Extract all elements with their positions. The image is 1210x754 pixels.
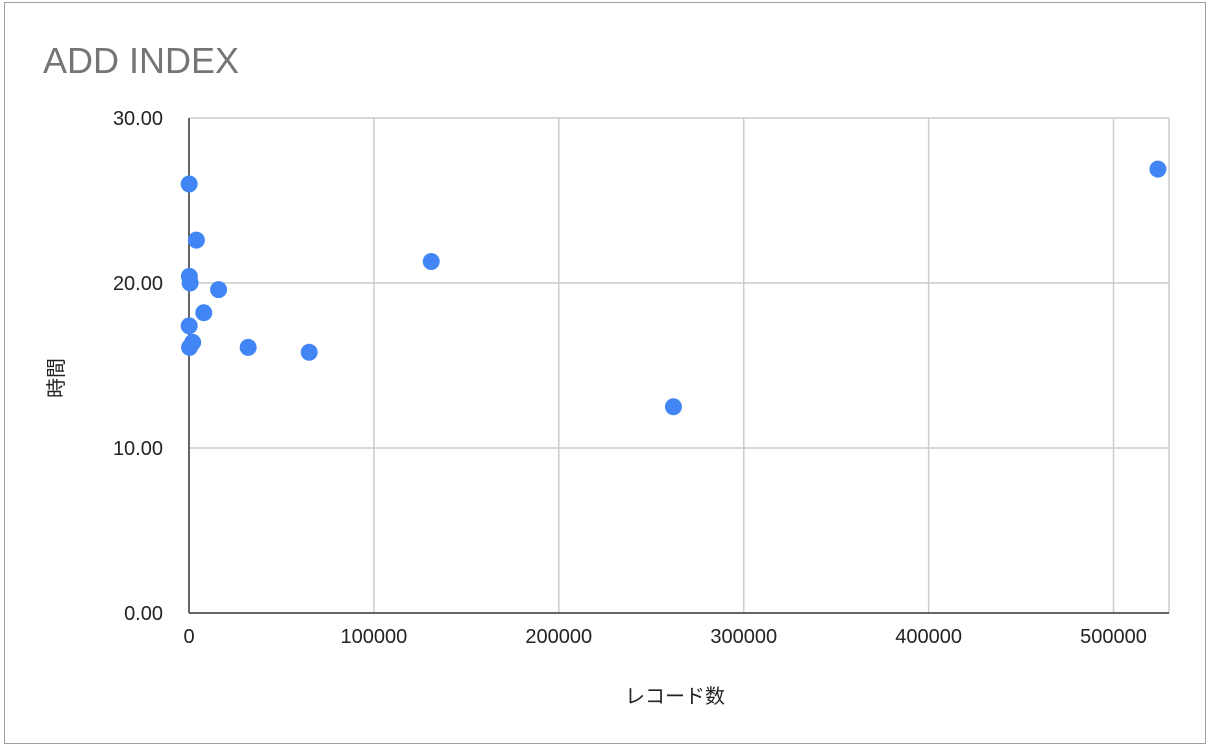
data-point[interactable] xyxy=(181,338,199,356)
y-tick-label: 30.00 xyxy=(113,108,163,130)
x-axis-title: レコード数 xyxy=(625,684,725,708)
y-axis-title: 時間 xyxy=(44,358,68,398)
data-point[interactable] xyxy=(300,343,318,361)
data-point[interactable] xyxy=(422,253,440,271)
data-point[interactable] xyxy=(664,398,682,416)
x-tick-label: 100000 xyxy=(341,626,408,648)
x-tick-label: 300000 xyxy=(710,626,777,648)
x-tick-label: 200000 xyxy=(525,626,592,648)
x-tick-label: 0 xyxy=(183,626,194,648)
y-tick-label: 0.00 xyxy=(124,603,163,625)
data-points xyxy=(180,160,1167,416)
data-point[interactable] xyxy=(180,317,198,335)
data-point[interactable] xyxy=(187,231,205,249)
tick-labels: 0 100000 200000 300000 400000 500000 0.00 10.00… xyxy=(113,108,1147,648)
chart-title: ADD INDEX xyxy=(43,40,239,81)
x-tick-label: 400000 xyxy=(895,626,962,648)
data-point[interactable] xyxy=(239,338,257,356)
grid-layer xyxy=(189,117,1170,613)
data-point[interactable] xyxy=(1149,160,1167,178)
data-point[interactable] xyxy=(180,175,198,193)
scatter-chart: ADD INDEX 0 100000 200000 300000 400000 50000… xyxy=(43,40,1170,708)
x-tick-label: 500000 xyxy=(1080,626,1147,648)
data-point[interactable] xyxy=(210,281,228,299)
data-point[interactable] xyxy=(181,274,199,292)
chart-container[interactable]: ADD INDEX 0 100000 200000 300000 400000 50000… xyxy=(4,2,1206,744)
y-tick-label: 20.00 xyxy=(113,273,163,295)
y-tick-label: 10.00 xyxy=(113,438,163,460)
axis-layer xyxy=(188,118,1169,614)
data-point[interactable] xyxy=(195,304,213,322)
